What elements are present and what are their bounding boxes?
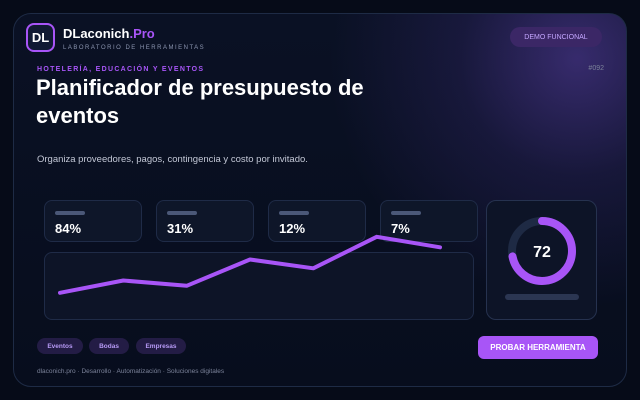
stat-value: 7%	[391, 221, 410, 236]
tag-eventos[interactable]: Eventos	[37, 338, 83, 354]
category-label: HOTELERÍA, EDUCACIÓN Y EVENTOS	[37, 66, 205, 73]
stat-card: 7%	[380, 200, 478, 242]
tag-bodas[interactable]: Bodas	[89, 338, 129, 354]
footer-text: dlaconich.pro · Desarrollo · Automatizac…	[37, 368, 225, 375]
gauge-caption-bar	[505, 294, 579, 300]
stat-card: 12%	[268, 200, 366, 242]
brand-subtitle: LABORATORIO DE HERRAMIENTAS	[63, 45, 206, 51]
stat-bar	[279, 211, 309, 215]
stat-value: 12%	[279, 221, 306, 236]
stat-bar	[391, 211, 421, 215]
try-tool-button[interactable]: PROBAR HERRAMIENTA	[478, 336, 598, 359]
stat-card: 31%	[156, 200, 254, 242]
gauge-panel: 72	[486, 200, 597, 320]
brand-name-accent: .Pro	[129, 26, 155, 41]
brand-logo[interactable]: DL	[26, 23, 55, 52]
stat-bar	[55, 211, 85, 215]
gauge-ring: 72	[508, 217, 576, 285]
stat-bar	[167, 211, 197, 215]
page-description: Organiza proveedores, pagos, contingenci…	[37, 154, 308, 165]
brand: DLaconich.Pro LABORATORIO DE HERRAMIENTA…	[63, 26, 205, 51]
tool-id: #092	[588, 65, 604, 72]
brand-name[interactable]: DLaconich.Pro	[63, 26, 205, 41]
tool-card: DL DLaconich.Pro LABORATORIO DE HERRAMIE…	[13, 13, 627, 387]
stat-value: 31%	[167, 221, 194, 236]
brand-name-main: DLaconich	[63, 26, 130, 41]
gauge-arc	[508, 217, 576, 285]
gauge-value: 72	[533, 244, 551, 261]
page-title: Planificador de presupuesto de eventos	[36, 75, 364, 128]
demo-badge: DEMO FUNCIONAL	[510, 27, 602, 47]
stat-value: 84%	[55, 221, 82, 236]
stat-card: 84%	[44, 200, 142, 242]
tag-empresas[interactable]: Empresas	[136, 338, 186, 354]
line-chart-panel	[44, 252, 474, 320]
